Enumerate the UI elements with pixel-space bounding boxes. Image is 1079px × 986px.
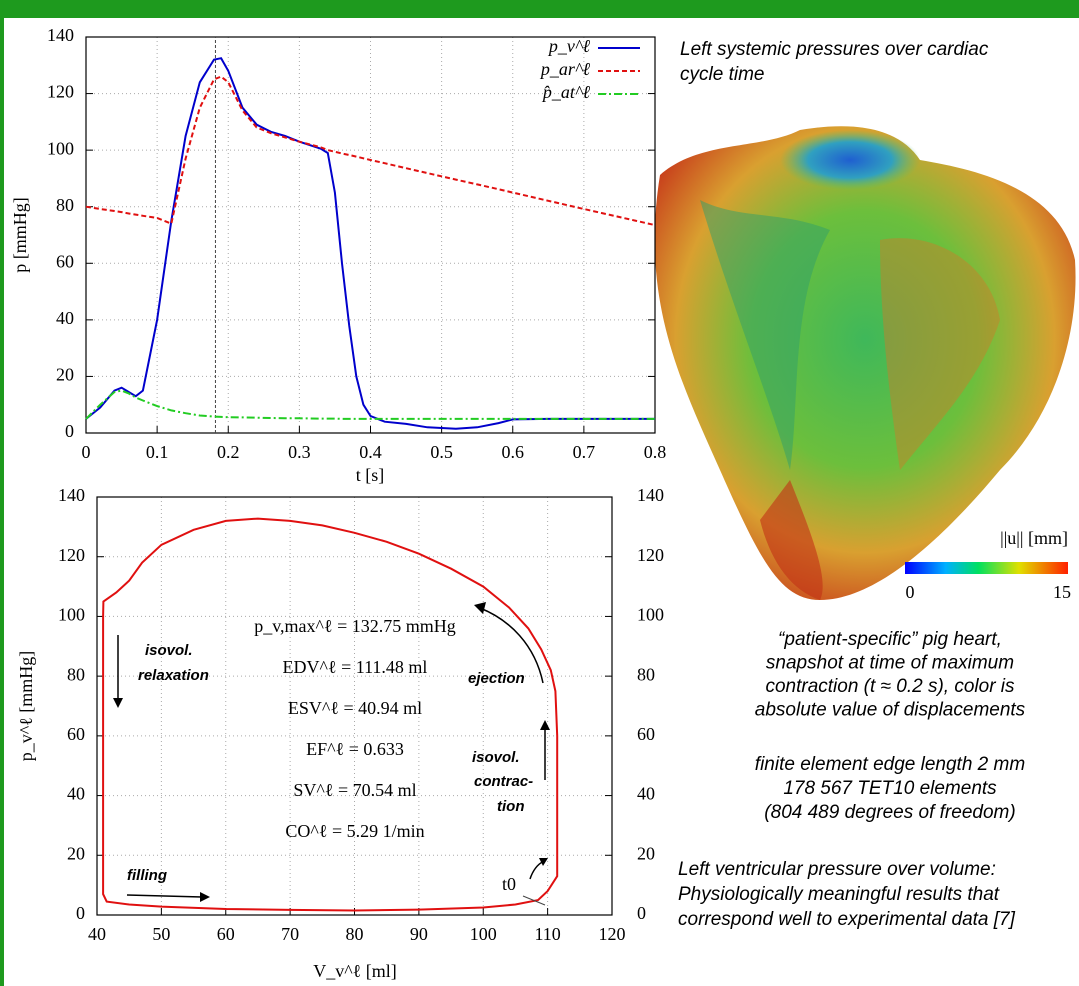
y-tick-label: 40 bbox=[67, 784, 85, 804]
x-tick-label: 0.8 bbox=[644, 442, 667, 462]
x-tick-label: 0.7 bbox=[573, 442, 596, 462]
y-tick-label: 40 bbox=[56, 308, 74, 328]
series-line bbox=[85, 75, 656, 227]
colorbar-label: ||u|| [mm] bbox=[1000, 528, 1068, 548]
y-tick-label: 60 bbox=[56, 251, 74, 271]
arrow-head bbox=[200, 892, 210, 902]
caption: Physiologically meaningful results that bbox=[678, 884, 1000, 905]
plot-frame bbox=[85, 36, 656, 434]
y-tick-label: 140 bbox=[47, 25, 74, 45]
x-tick-label: 90 bbox=[410, 924, 428, 944]
phase-label: contrac- bbox=[474, 773, 533, 790]
legend-label: p_v^ℓ bbox=[547, 36, 591, 56]
y-tick-label: 0 bbox=[637, 903, 646, 923]
y-tick-label: 140 bbox=[58, 485, 85, 505]
x-tick-label: 0.6 bbox=[502, 442, 525, 462]
y-tick-label: 0 bbox=[76, 903, 85, 923]
caption: Left systemic pressures over cardiac bbox=[680, 39, 989, 60]
y-tick-label: 140 bbox=[637, 485, 664, 505]
y-tick-label: 80 bbox=[637, 664, 655, 684]
arrow-head bbox=[539, 858, 548, 866]
x-tick-label: 0.4 bbox=[359, 442, 382, 462]
caption: finite element edge length 2 mm bbox=[755, 754, 1025, 775]
colorbar-max: 15 bbox=[1053, 582, 1071, 602]
y-tick-label: 60 bbox=[637, 724, 655, 744]
caption: “patient-specific” pig heart, bbox=[778, 629, 1002, 650]
phase-label: filling bbox=[127, 867, 167, 884]
x-tick-label: 110 bbox=[534, 924, 560, 944]
t0-line bbox=[522, 895, 546, 906]
caption: 178 567 TET10 elements bbox=[783, 778, 997, 799]
x-tick-label: 0.2 bbox=[217, 442, 240, 462]
arrow-head bbox=[540, 720, 550, 730]
stat-label: EF^ℓ = 0.633 bbox=[306, 739, 404, 759]
y-tick-label: 100 bbox=[637, 605, 664, 625]
x-axis-label: t [s] bbox=[356, 465, 385, 485]
arrow-head bbox=[113, 698, 123, 708]
caption: Left ventricular pressure over volume: bbox=[678, 859, 996, 880]
top-bar bbox=[0, 0, 1079, 18]
stat-label: CO^ℓ = 5.29 1/min bbox=[285, 821, 424, 841]
x-tick-label: 0.5 bbox=[430, 442, 453, 462]
x-tick-label: 0.1 bbox=[146, 442, 169, 462]
phase-label: isovol. bbox=[472, 749, 520, 766]
caption: correspond well to experimental data [7] bbox=[678, 909, 1016, 930]
phase-label: relaxation bbox=[138, 667, 209, 684]
plot-frame bbox=[96, 496, 613, 916]
caption: cycle time bbox=[680, 64, 764, 85]
stat-label: ESV^ℓ = 40.94 ml bbox=[288, 698, 422, 718]
colorbar-min: 0 bbox=[906, 582, 915, 602]
y-axis-label: p [mmHg] bbox=[10, 197, 30, 273]
series-line bbox=[85, 389, 655, 420]
x-tick-label: 50 bbox=[152, 924, 170, 944]
x-tick-label: 60 bbox=[217, 924, 235, 944]
stat-label: p_v,max^ℓ = 132.75 mmHg bbox=[254, 616, 456, 636]
x-tick-label: 120 bbox=[599, 924, 626, 944]
caption: contraction (t ≈ 0.2 s), color is bbox=[765, 676, 1015, 697]
x-tick-label: 0.3 bbox=[288, 442, 311, 462]
stat-label: EDV^ℓ = 111.48 ml bbox=[283, 657, 428, 677]
x-axis-label: V_v^ℓ [ml] bbox=[313, 961, 397, 981]
y-tick-label: 80 bbox=[67, 664, 85, 684]
y-tick-label: 40 bbox=[637, 784, 655, 804]
y-tick-label: 20 bbox=[56, 365, 74, 385]
phase-label: ejection bbox=[468, 670, 525, 687]
x-tick-label: 0 bbox=[82, 442, 91, 462]
y-tick-label: 100 bbox=[58, 605, 85, 625]
x-tick-label: 100 bbox=[470, 924, 497, 944]
legend-label: p_ar^ℓ bbox=[539, 59, 591, 79]
legend-label: p̂_at^ℓ bbox=[541, 82, 591, 102]
left-bar bbox=[0, 0, 4, 986]
y-axis-label: p_v^ℓ [mmHg] bbox=[16, 651, 36, 762]
phase-label: isovol. bbox=[145, 642, 193, 659]
x-tick-label: 70 bbox=[281, 924, 299, 944]
caption: absolute value of displacements bbox=[755, 700, 1026, 721]
y-tick-label: 120 bbox=[47, 82, 74, 102]
arrow bbox=[479, 607, 544, 684]
phase-label: tion bbox=[497, 798, 525, 815]
y-tick-label: 100 bbox=[47, 138, 74, 158]
heart bbox=[654, 126, 1076, 600]
y-tick-label: 0 bbox=[65, 421, 74, 441]
x-tick-label: 40 bbox=[88, 924, 106, 944]
arrow bbox=[126, 894, 203, 898]
y-tick-label: 20 bbox=[67, 843, 85, 863]
y-tick-label: 120 bbox=[58, 545, 85, 565]
y-tick-label: 120 bbox=[637, 545, 664, 565]
caption: snapshot at time of maximum bbox=[766, 653, 1014, 674]
arrow-head bbox=[474, 602, 486, 614]
caption: (804 489 degrees of freedom) bbox=[764, 802, 1015, 823]
t-label: t0 bbox=[502, 874, 516, 894]
y-tick-label: 80 bbox=[56, 195, 74, 215]
y-tick-label: 60 bbox=[67, 724, 85, 744]
y-tick-label: 20 bbox=[637, 843, 655, 863]
stat-label: SV^ℓ = 70.54 ml bbox=[293, 780, 416, 800]
colorbar bbox=[905, 562, 1068, 574]
x-tick-label: 80 bbox=[346, 924, 364, 944]
series-line bbox=[102, 517, 559, 912]
